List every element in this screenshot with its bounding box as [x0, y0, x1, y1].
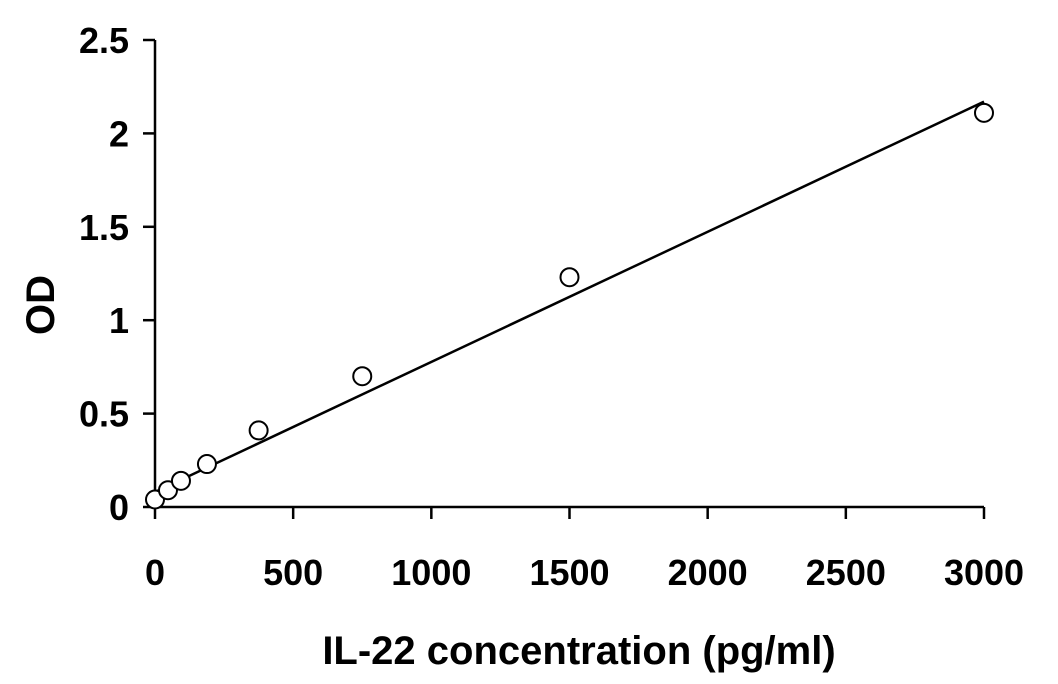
data-point — [196, 454, 217, 475]
y-axis-title: OD — [19, 275, 63, 335]
data-point — [974, 102, 994, 123]
y-tick-label: 2.5 — [79, 20, 129, 61]
x-tick-label: 2500 — [806, 552, 886, 593]
x-tick-label: 2000 — [668, 552, 748, 593]
x-tick-label: 0 — [145, 552, 165, 593]
data-point — [170, 470, 191, 491]
x-axis-title: IL-22 concentration (pg/ml) — [322, 629, 835, 673]
y-tick-label: 0.5 — [79, 394, 129, 435]
data-point — [559, 267, 580, 288]
x-tick-label: 1000 — [391, 552, 471, 593]
x-tick-label: 500 — [263, 552, 323, 593]
y-tick-label: 1 — [109, 300, 129, 341]
trendline — [154, 100, 985, 494]
y-tick-label: 0 — [109, 487, 129, 528]
y-tick-label: 2 — [109, 113, 129, 154]
x-tick-label: 3000 — [944, 552, 1024, 593]
plot-area: 0 0.5 1 1.5 2 2.5 0 500 1000 1500 2000 2500 3000 — [79, 20, 1024, 593]
x-tick-label: 1500 — [529, 552, 609, 593]
y-tick-label: 1.5 — [79, 207, 129, 248]
data-point — [248, 420, 269, 441]
data-point — [352, 366, 373, 387]
